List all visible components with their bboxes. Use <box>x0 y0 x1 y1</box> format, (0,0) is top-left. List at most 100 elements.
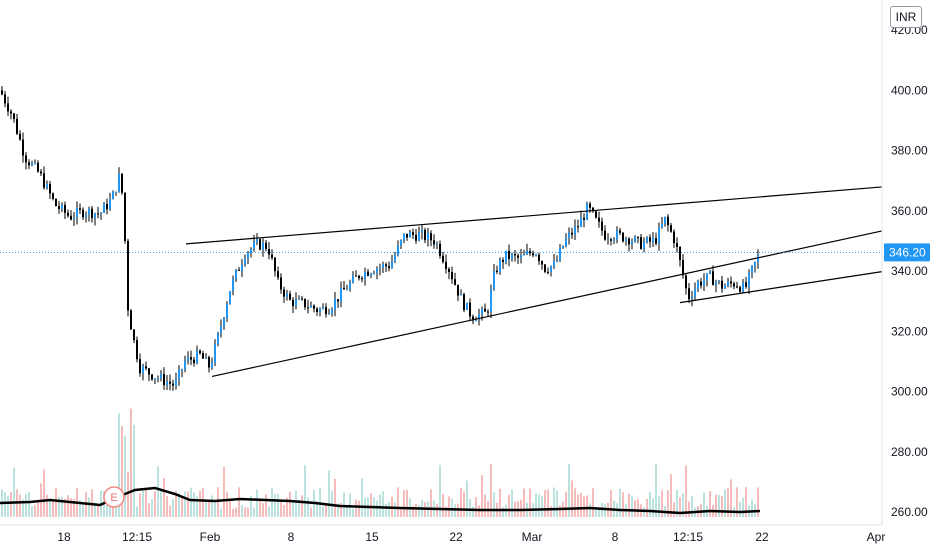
candle-down <box>406 233 408 238</box>
candle-down <box>52 193 54 199</box>
volume-bar <box>499 488 501 517</box>
price-tick-label: 320.00 <box>891 324 928 338</box>
volume-bar <box>484 494 486 517</box>
volume-bar <box>670 474 672 517</box>
candle-down <box>619 230 621 233</box>
volume-bar <box>181 495 183 517</box>
candle-down <box>124 192 126 242</box>
volume-bar <box>73 498 75 517</box>
candle-down <box>622 232 624 242</box>
candle-down <box>106 203 108 210</box>
volume-bar <box>214 501 216 517</box>
candle-up <box>718 280 720 282</box>
volume-bar <box>658 496 660 517</box>
candle-up <box>499 259 501 272</box>
volume-bar <box>130 408 132 517</box>
candle-up <box>658 227 660 244</box>
volume-bar <box>94 502 96 517</box>
candle-down <box>190 357 192 360</box>
candle-up <box>31 162 33 166</box>
volume-bar <box>439 464 441 517</box>
volume-bar <box>394 502 396 517</box>
volume-bar <box>127 471 129 517</box>
candle-down <box>604 230 606 240</box>
volume-bar <box>229 500 231 517</box>
volume-bar <box>595 507 597 517</box>
candle-up <box>229 291 231 305</box>
candle-down <box>130 310 132 330</box>
candle-down <box>271 254 273 258</box>
candle-up <box>235 269 237 279</box>
volume-bar <box>715 494 717 517</box>
candle-up <box>613 239 615 241</box>
candle-up <box>724 285 726 289</box>
volume-bar <box>190 487 192 517</box>
candle-up <box>328 313 330 315</box>
volume-bar <box>442 493 444 517</box>
candle-down <box>172 383 174 386</box>
candle-up <box>427 233 429 241</box>
volume-bar <box>283 504 285 517</box>
earnings-label: E <box>110 492 117 504</box>
candle-down <box>451 272 453 280</box>
candle-up <box>661 223 663 228</box>
volume-bar <box>13 467 15 517</box>
price-axis[interactable]: 420.00400.00380.00360.00340.00320.00300.… <box>891 23 928 519</box>
candle-down <box>121 173 123 193</box>
price-tick-label: 260.00 <box>891 505 928 519</box>
candle-down <box>55 198 57 207</box>
candle-up <box>493 270 495 289</box>
candle-up <box>160 374 162 379</box>
volume-bar <box>559 505 561 517</box>
volume-bar <box>604 503 606 517</box>
volume-bar <box>739 501 741 517</box>
candle-up <box>220 326 222 334</box>
candle-up <box>580 217 582 228</box>
volume-bar <box>682 493 684 517</box>
volume-bar <box>598 508 600 517</box>
candle-down <box>439 243 441 256</box>
candle-up <box>418 232 420 241</box>
volume-bar <box>28 492 30 517</box>
candle-up <box>46 184 48 188</box>
volume-bar <box>322 506 324 517</box>
volume-bar <box>508 494 510 517</box>
candle-down <box>538 254 540 262</box>
candle-down <box>496 270 498 272</box>
candle-up <box>331 309 333 314</box>
candle-up <box>244 258 246 265</box>
volume-bar <box>511 489 513 517</box>
candle-down <box>589 203 591 208</box>
volume-bar <box>232 508 234 517</box>
volume-bar <box>544 490 546 517</box>
candle-down <box>169 381 171 384</box>
candle-up <box>346 289 348 291</box>
volume-bar <box>316 500 318 517</box>
candle-up <box>364 271 366 279</box>
earnings-marker[interactable]: E <box>103 486 125 508</box>
candle-up <box>157 378 159 380</box>
trendline-layer[interactable] <box>185 186 883 378</box>
price-tag-box <box>884 243 930 262</box>
volume-bar <box>589 503 591 517</box>
volume-bar <box>493 492 495 517</box>
time-axis[interactable]: 18 12:15 Feb 8 15 22 Mar 8 12:15 22 Apr <box>57 530 885 544</box>
volume-bar <box>61 496 63 517</box>
volume-bar <box>574 488 576 517</box>
volume-bar <box>352 508 354 517</box>
volume-bar <box>97 506 99 517</box>
volume-bar <box>259 498 261 517</box>
candle-down <box>4 94 6 104</box>
candle-up <box>751 265 753 273</box>
candle-down <box>679 246 681 261</box>
volume-bar <box>79 500 81 517</box>
volume-bar <box>676 490 678 517</box>
volume-bar <box>157 466 159 517</box>
currency-badge[interactable]: INR <box>890 6 922 28</box>
candle-down <box>277 271 279 278</box>
candle-down <box>49 184 51 194</box>
candle-down <box>469 302 471 317</box>
candle-down <box>361 278 363 280</box>
candle-down <box>367 271 369 276</box>
